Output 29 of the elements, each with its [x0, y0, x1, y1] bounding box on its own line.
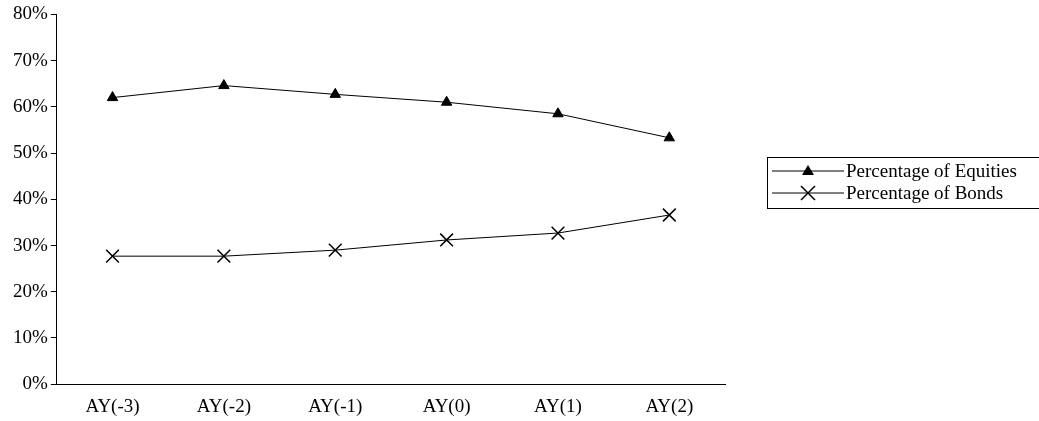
point [552, 107, 564, 118]
point [105, 249, 120, 264]
point [662, 207, 677, 223]
point [328, 243, 343, 258]
point [439, 232, 454, 248]
point [440, 95, 453, 106]
x-tick-label: AY(-1) [308, 394, 363, 417]
x-tick-label: AY(1) [534, 394, 582, 417]
legend-label: Percentage of Bonds [846, 182, 1004, 204]
point [216, 249, 231, 264]
x-tick-label: AY(-3) [85, 394, 140, 417]
point [218, 79, 230, 90]
x-tick-label: AY(-2) [196, 394, 251, 417]
point [329, 87, 341, 98]
y-tick-label: 80% [13, 2, 48, 24]
y-tick-label: 70% [13, 48, 48, 70]
y-tick-label: 20% [13, 279, 48, 301]
x-tick-label: AY(0) [422, 394, 471, 417]
y-tick-label: 0% [22, 372, 48, 394]
point [663, 131, 676, 142]
y-tick-label: 60% [13, 94, 48, 116]
y-tick-label: 50% [13, 141, 48, 163]
point [106, 91, 119, 102]
point [550, 225, 566, 241]
x-tick-label: AY(2) [645, 394, 694, 417]
y-tick-label: 40% [13, 187, 48, 209]
legend-label: Percentage of Equities [846, 160, 1017, 182]
y-tick-label: 10% [13, 325, 48, 347]
y-tick-label: 30% [13, 233, 48, 255]
